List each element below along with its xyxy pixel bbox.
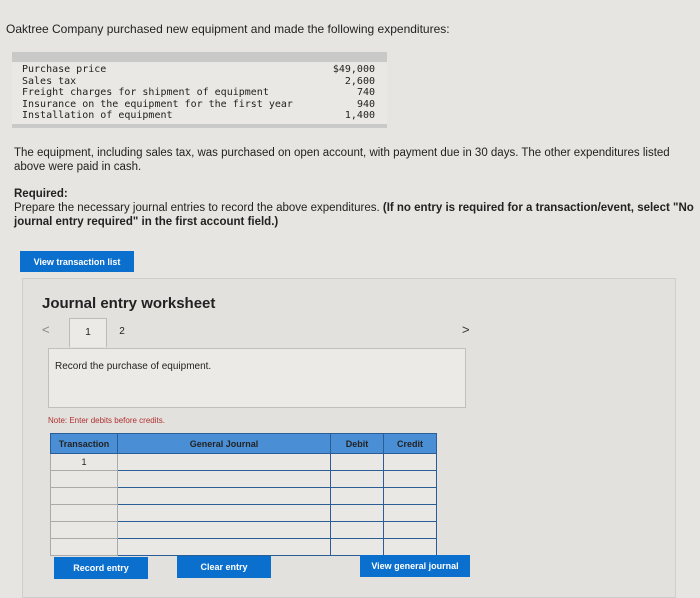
debit-input[interactable] <box>330 453 384 471</box>
question-text: Oaktree Company purchased new equipment … <box>6 22 450 36</box>
tab-page-2[interactable]: 2 <box>119 326 125 337</box>
col-transaction: Transaction <box>50 433 118 454</box>
paragraph: The equipment, including sales tax, was … <box>14 147 670 173</box>
debit-input[interactable] <box>330 521 384 539</box>
expenditure-amount: $49,000 <box>332 64 375 75</box>
required-label: Required: <box>14 188 68 200</box>
expenditure-label: Sales tax <box>22 75 77 87</box>
debit-input[interactable] <box>330 470 384 488</box>
credit-input[interactable] <box>383 504 437 522</box>
transaction-cell <box>50 470 118 488</box>
transaction-cell <box>50 487 118 505</box>
account-input[interactable] <box>117 453 331 471</box>
credit-input[interactable] <box>383 487 437 505</box>
expenditure-amount: 1,400 <box>344 110 375 121</box>
record-entry-button[interactable]: Record entry <box>54 557 148 579</box>
expenditure-amount: 740 <box>356 87 375 98</box>
credit-input[interactable] <box>383 521 437 539</box>
note-text: Note: Enter debits before credits. <box>48 416 165 425</box>
table-row <box>50 521 437 539</box>
credit-input[interactable] <box>383 538 437 556</box>
expenditure-label: Freight charges for shipment of equipmen… <box>22 87 269 98</box>
expenditure-amount: 940 <box>356 98 375 110</box>
required-section: Required: Prepare the necessary journal … <box>14 187 694 229</box>
expenditure-row: Purchase price $49,000 <box>12 64 387 76</box>
transaction-cell <box>50 521 118 539</box>
credit-input[interactable] <box>383 470 437 488</box>
account-input[interactable] <box>117 538 331 556</box>
expenditures-table: Purchase price $49,000 Sales tax 2,600 Freig… <box>12 52 387 128</box>
instruction-box: Record the purchase of equipment. <box>48 348 466 408</box>
table-row <box>50 538 437 556</box>
expenditure-row: Freight charges for shipment of equipmen… <box>12 87 387 99</box>
clear-entry-button[interactable]: Clear entry <box>177 556 271 578</box>
debit-input[interactable] <box>330 487 384 505</box>
journal-table: Transaction General Journal Debit Credit… <box>50 433 437 556</box>
view-transaction-list-button[interactable]: View transaction list <box>20 251 134 272</box>
tab-page-1[interactable]: 1 <box>69 318 107 347</box>
expenditure-row: Sales tax 2,600 <box>12 76 387 88</box>
transaction-cell <box>50 538 118 556</box>
table-row <box>50 504 437 522</box>
prev-chevron-icon[interactable]: < <box>42 322 50 337</box>
account-input[interactable] <box>117 521 331 539</box>
table-row <box>50 487 437 505</box>
account-input[interactable] <box>117 487 331 505</box>
credit-input[interactable] <box>383 453 437 471</box>
col-general-journal: General Journal <box>117 433 331 454</box>
account-input[interactable] <box>117 504 331 522</box>
transaction-cell <box>50 504 118 522</box>
view-general-journal-button[interactable]: View general journal <box>360 555 470 577</box>
expenditure-label: Purchase price <box>22 64 107 75</box>
transaction-cell: 1 <box>50 453 118 471</box>
debit-input[interactable] <box>330 504 384 522</box>
col-credit: Credit <box>383 433 437 454</box>
expenditure-row: Installation of equipment 1,400 <box>12 110 387 122</box>
debit-input[interactable] <box>330 538 384 556</box>
table-row <box>50 470 437 488</box>
expenditure-label: Installation of equipment <box>22 110 173 121</box>
expenditure-row: Insurance on the equipment for the first… <box>12 99 387 111</box>
expenditure-label: Insurance on the equipment for the first… <box>22 98 293 110</box>
required-text: Prepare the necessary journal entries to… <box>14 202 383 214</box>
next-chevron-icon[interactable]: > <box>462 322 470 337</box>
account-input[interactable] <box>117 470 331 488</box>
expenditure-amount: 2,600 <box>344 75 375 87</box>
table-row: 1 <box>50 453 437 471</box>
worksheet-title: Journal entry worksheet <box>42 295 216 312</box>
required-bold: (If no entry is required for a transacti… <box>14 202 694 228</box>
col-debit: Debit <box>330 433 384 454</box>
